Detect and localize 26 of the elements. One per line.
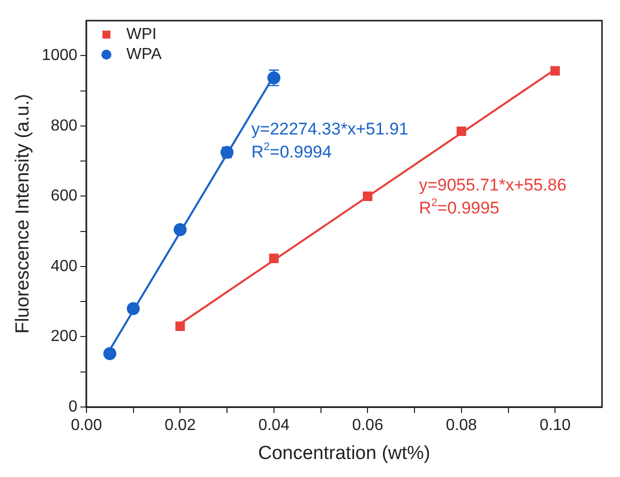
- annotation: y=22274.33*x+51.91: [251, 119, 408, 138]
- y-tick-label: 600: [50, 188, 78, 205]
- legend-label: WPI: [126, 26, 157, 44]
- y-tick-label: 200: [50, 328, 78, 346]
- x-tick-label: 0.04: [258, 417, 290, 434]
- point: [174, 223, 187, 236]
- point: [456, 126, 466, 136]
- y-tick-label: 0: [68, 398, 78, 416]
- y-tick-label: 800: [50, 117, 78, 134]
- y-axis-title: Fluorescence Intensity (a.u.): [12, 94, 34, 334]
- point: [269, 254, 279, 264]
- point: [175, 321, 185, 331]
- x-tick-label: 0.02: [164, 417, 196, 434]
- x-tick-label: 0.10: [540, 417, 571, 434]
- point: [550, 66, 560, 76]
- y-tick-label: 400: [50, 258, 78, 275]
- point: [126, 302, 140, 316]
- point: [103, 347, 116, 360]
- legend-label: WPA: [126, 46, 162, 64]
- y-tick-label: 1000: [42, 47, 78, 64]
- x-axis-title: Concentration (wt%): [258, 442, 430, 464]
- x-tick-label: 0.00: [70, 417, 102, 434]
- point: [362, 191, 372, 201]
- x-tick-label: 0.08: [446, 417, 478, 434]
- x-tick-label: 0.06: [352, 417, 384, 434]
- annotation: y=9055.71*x+55.86: [418, 175, 566, 194]
